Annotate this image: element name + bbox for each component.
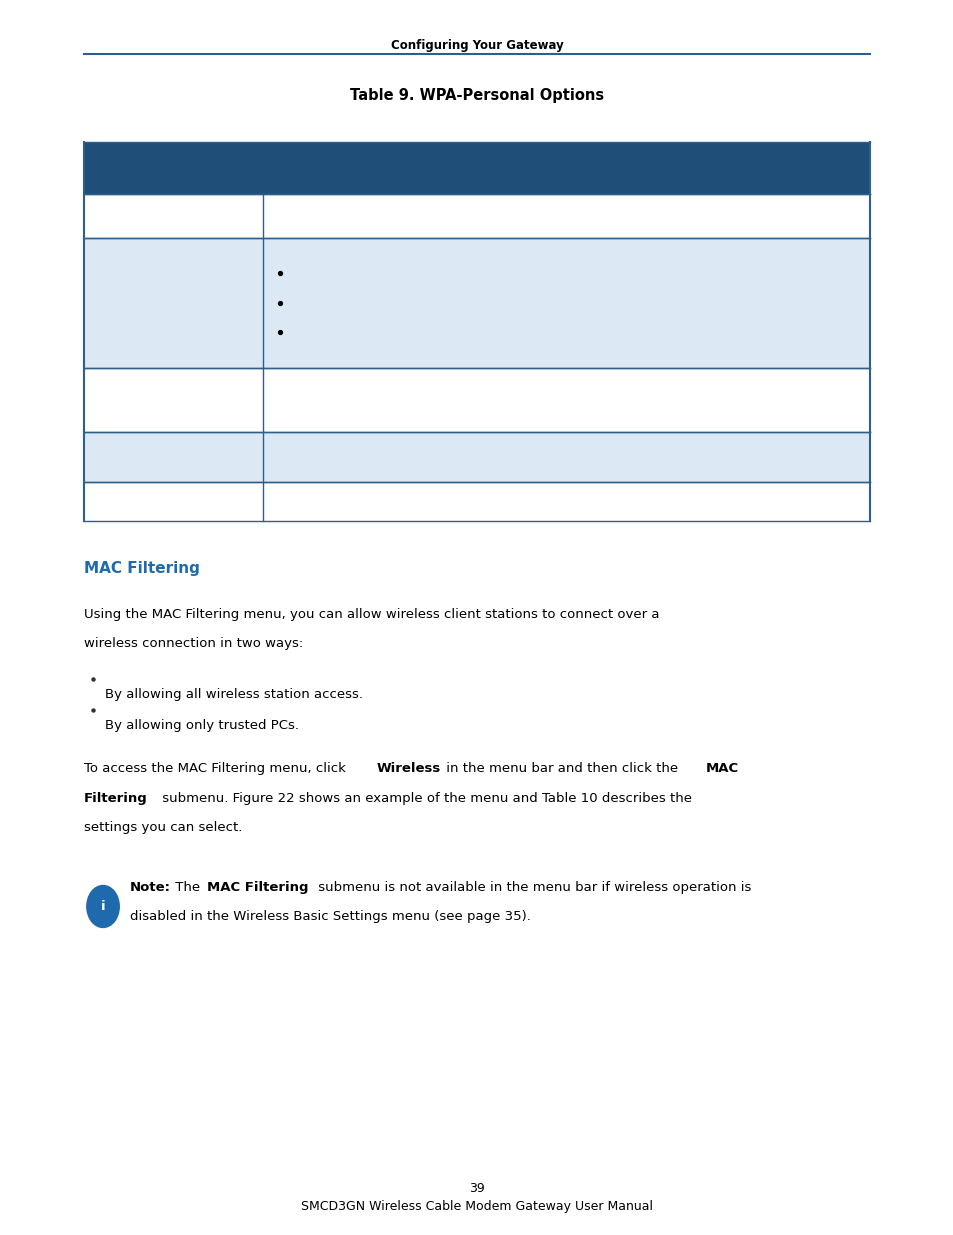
Text: MAC Filtering: MAC Filtering (84, 561, 199, 576)
Text: The: The (171, 881, 204, 894)
Bar (84, 142, 869, 194)
Text: disabled in the Wireless Basic Settings menu (see page 35).: disabled in the Wireless Basic Settings … (130, 910, 530, 924)
Bar (84, 432, 869, 482)
Text: Table 9. WPA-Personal Options: Table 9. WPA-Personal Options (350, 88, 603, 103)
Text: submenu is not available in the menu bar if wireless operation is: submenu is not available in the menu bar… (314, 881, 750, 894)
Text: Wireless: Wireless (376, 762, 440, 776)
Text: 39: 39 (469, 1182, 484, 1194)
Text: Filtering: Filtering (84, 792, 148, 805)
Text: Using the MAC Filtering menu, you can allow wireless client stations to connect : Using the MAC Filtering menu, you can al… (84, 608, 659, 621)
Text: MAC Filtering: MAC Filtering (207, 881, 309, 894)
Text: Configuring Your Gateway: Configuring Your Gateway (390, 40, 563, 52)
Bar (84, 482, 869, 521)
Bar (84, 194, 869, 238)
Text: MAC: MAC (705, 762, 739, 776)
Text: By allowing only trusted PCs.: By allowing only trusted PCs. (105, 719, 298, 732)
Text: Note:: Note: (130, 881, 171, 894)
Text: To access the MAC Filtering menu, click: To access the MAC Filtering menu, click (84, 762, 350, 776)
Bar (84, 368, 869, 432)
Text: submenu. Figure 22 shows an example of the menu and Table 10 describes the: submenu. Figure 22 shows an example of t… (157, 792, 691, 805)
Text: wireless connection in two ways:: wireless connection in two ways: (84, 637, 303, 651)
Text: i: i (101, 900, 105, 913)
Text: By allowing all wireless station access.: By allowing all wireless station access. (105, 688, 362, 701)
Circle shape (87, 885, 119, 927)
Bar (84, 238, 869, 368)
Text: settings you can select.: settings you can select. (84, 821, 242, 835)
Text: in the menu bar and then click the: in the menu bar and then click the (442, 762, 682, 776)
Text: SMCD3GN Wireless Cable Modem Gateway User Manual: SMCD3GN Wireless Cable Modem Gateway Use… (301, 1200, 652, 1213)
